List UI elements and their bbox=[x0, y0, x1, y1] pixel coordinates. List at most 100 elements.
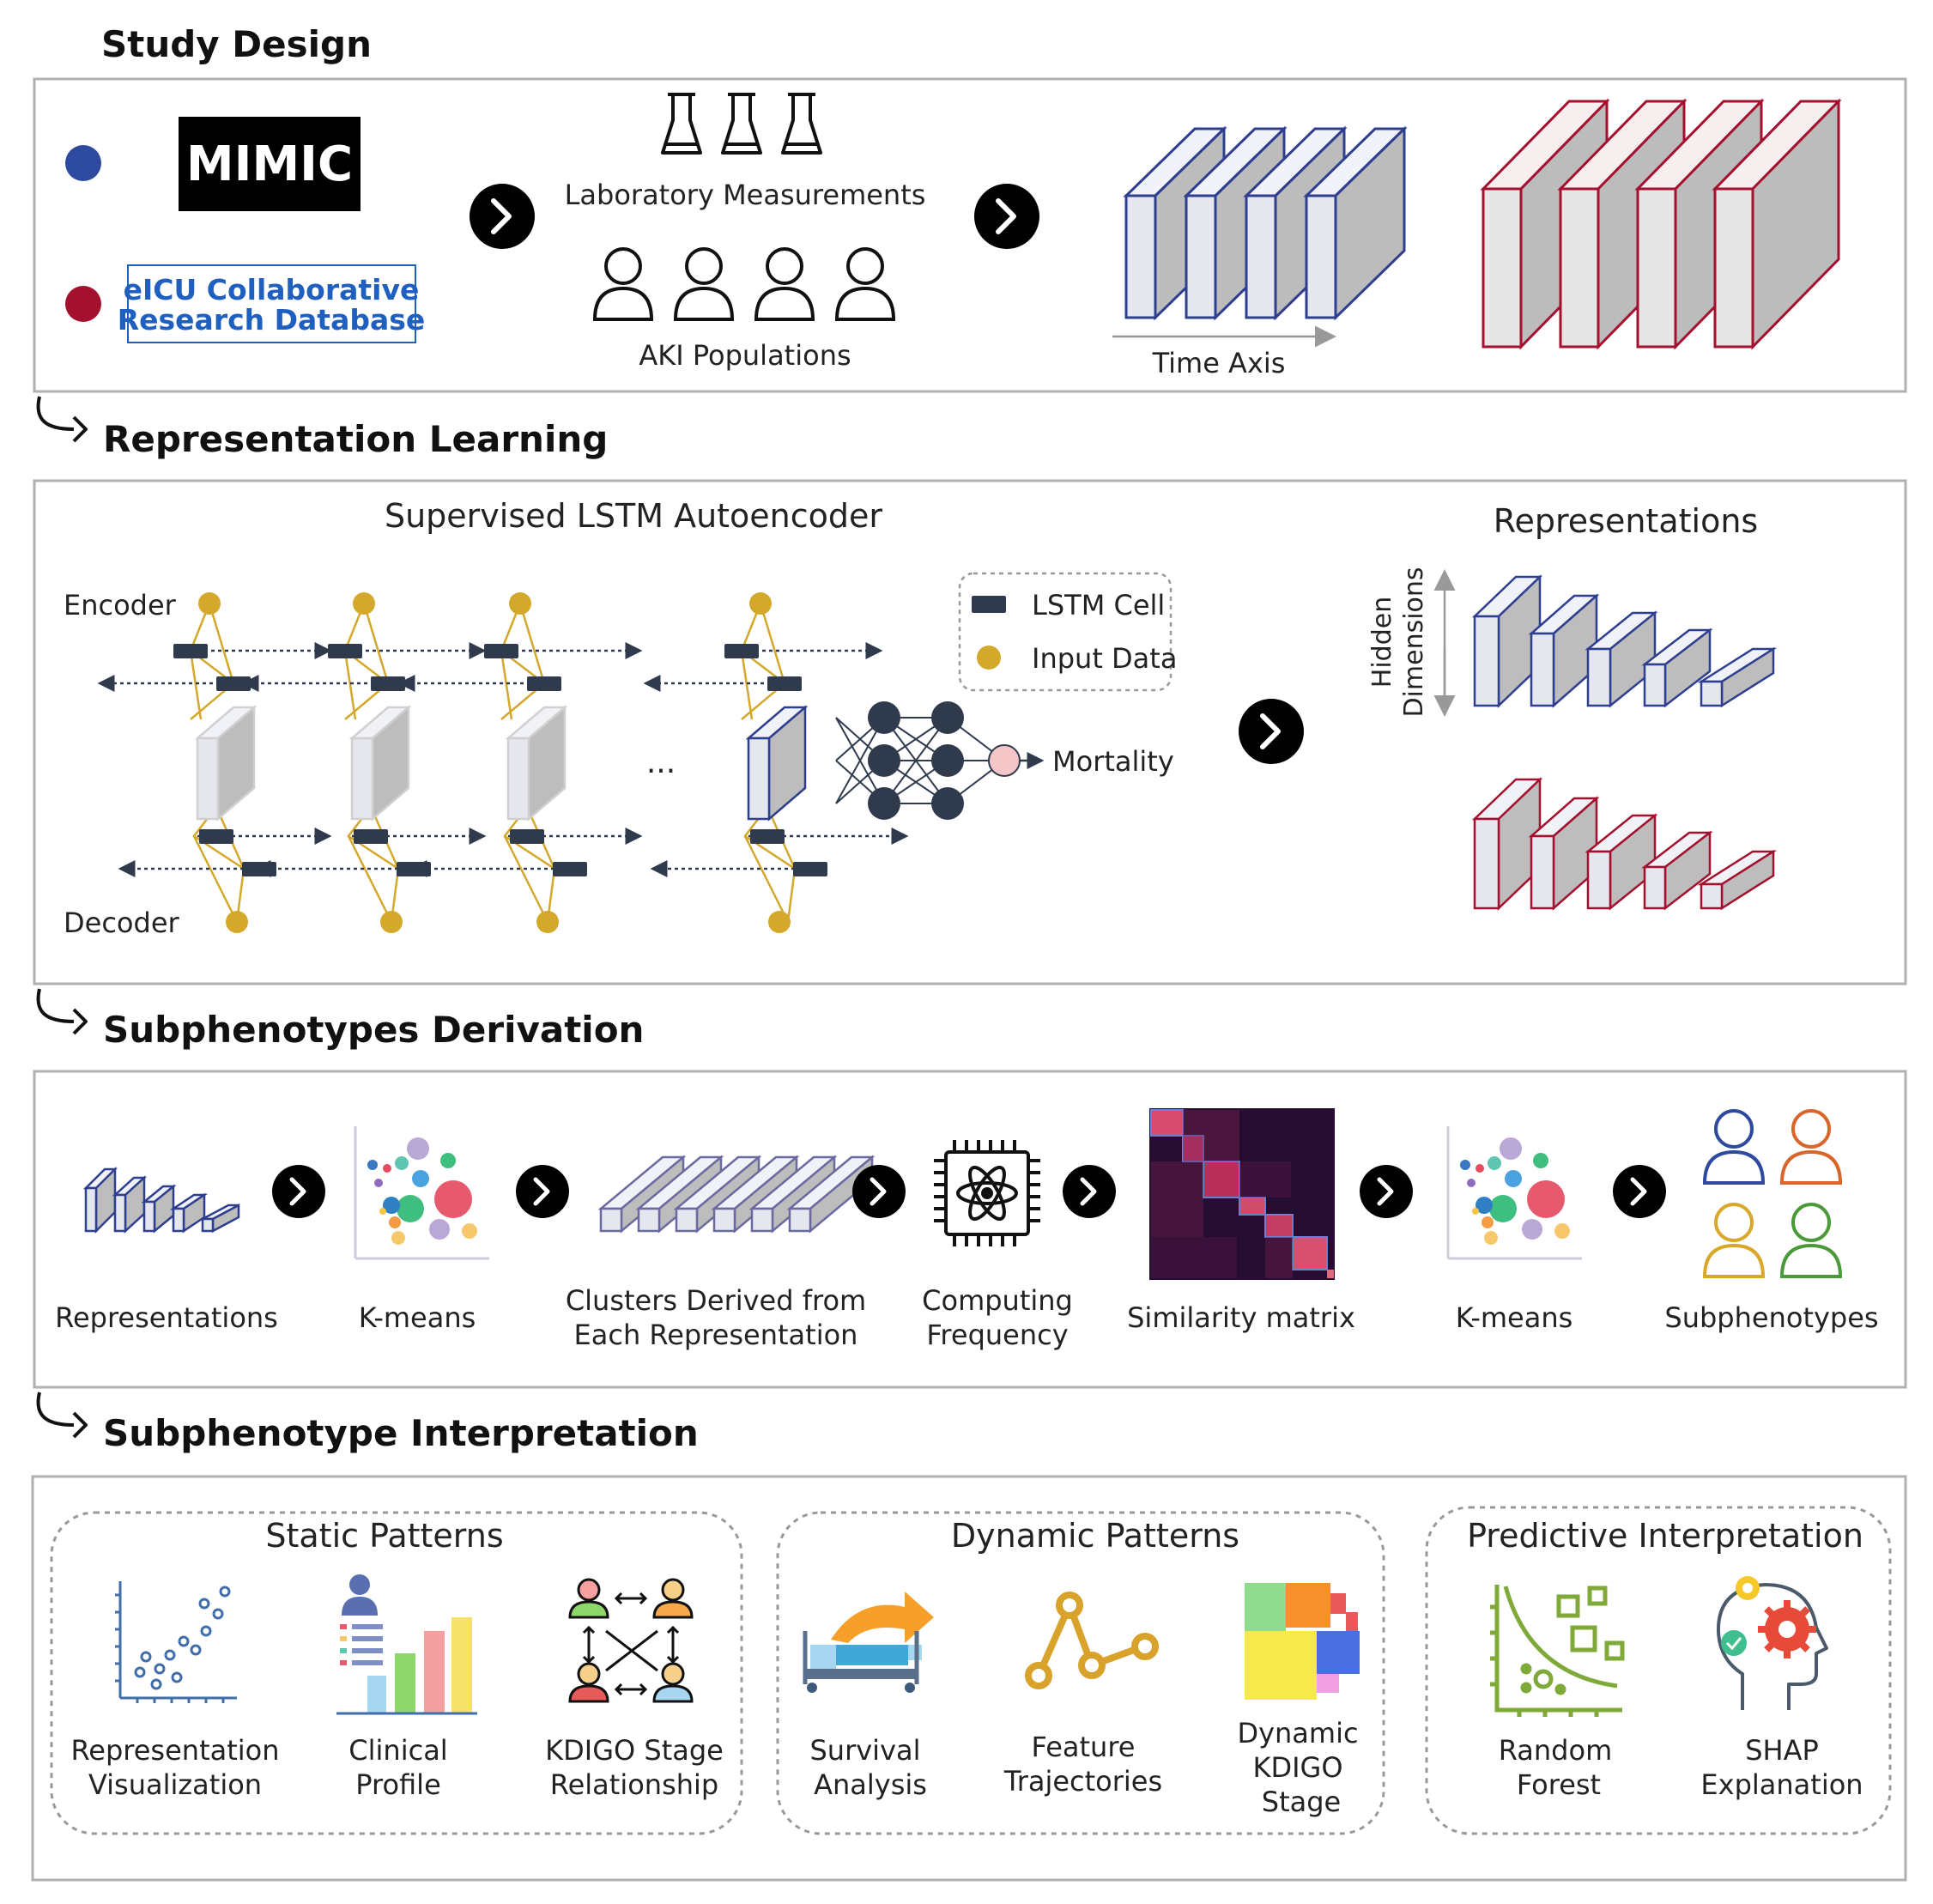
next-arrow-icon bbox=[516, 1165, 569, 1218]
encoder-connection-line bbox=[740, 603, 787, 720]
shap-label-1: SHAP bbox=[1745, 1734, 1819, 1767]
cluster-slab bbox=[748, 1155, 838, 1234]
scatter-plot-icon bbox=[115, 1581, 237, 1703]
dimensions-label: Dimensions bbox=[1399, 567, 1429, 717]
cluster-slab bbox=[673, 1155, 762, 1234]
subphenotype-people-icon bbox=[1702, 1109, 1843, 1278]
cluster-slab bbox=[786, 1155, 876, 1234]
rep-vis-label-2: Visualization bbox=[88, 1768, 262, 1801]
kmeans-label-2: K-means bbox=[1456, 1301, 1573, 1334]
svg-text:Research Database: Research Database bbox=[118, 303, 426, 337]
random-forest-label-1: Random bbox=[1499, 1734, 1612, 1767]
cluster-slab bbox=[635, 1155, 724, 1234]
lstm-cell bbox=[750, 829, 785, 844]
slab-front bbox=[1586, 647, 1612, 707]
representation-slab-blue bbox=[1697, 646, 1778, 708]
mortality-output-node bbox=[988, 744, 1021, 777]
slab-front bbox=[1473, 615, 1500, 707]
lstm-cell bbox=[199, 829, 233, 844]
predictive-interpretation-box bbox=[1425, 1506, 1892, 1835]
patient-slabs-red bbox=[1480, 98, 1842, 350]
flask-icon bbox=[781, 93, 822, 155]
hidden-state-slab bbox=[194, 705, 258, 822]
encoder-label: Encoder bbox=[64, 589, 177, 622]
lstm-cell-swatch bbox=[972, 596, 1006, 613]
decoder-connection-line bbox=[192, 835, 239, 923]
chevron-right-icon bbox=[72, 415, 88, 443]
trajectory-icon bbox=[1025, 1592, 1159, 1689]
person-icon bbox=[754, 247, 815, 321]
predictive-interpretation-title: Predictive Interpretation bbox=[1467, 1517, 1863, 1555]
lab-measurements-label: Laboratory Measurements bbox=[565, 179, 926, 211]
subphenotypes-derivation-panel bbox=[33, 1070, 1907, 1389]
kdigo-relationship-label-2: Relationship bbox=[550, 1768, 718, 1801]
flask-icon bbox=[721, 93, 762, 155]
slab-front bbox=[637, 1207, 661, 1233]
slab-front bbox=[1700, 680, 1724, 707]
slab-front bbox=[196, 737, 220, 821]
lstm-cell bbox=[553, 862, 587, 876]
slab-front bbox=[113, 1193, 127, 1233]
cluster-slab bbox=[597, 1155, 687, 1234]
person-icon bbox=[673, 247, 735, 321]
dynamic-patterns-box bbox=[776, 1511, 1385, 1835]
decoder-connection-line bbox=[347, 806, 400, 923]
representation-slab-red bbox=[1471, 777, 1543, 911]
hidden-label: Hidden bbox=[1367, 597, 1397, 688]
next-arrow-icon bbox=[272, 1165, 325, 1218]
decoder-connection-line bbox=[503, 806, 556, 923]
representation-slab-red bbox=[1697, 849, 1778, 911]
hidden-state-slab bbox=[505, 705, 568, 822]
chevron-right-icon bbox=[72, 1008, 88, 1035]
mimic-dot bbox=[65, 145, 101, 181]
person-icon bbox=[834, 247, 896, 321]
computing-label-1: Computing bbox=[922, 1284, 1073, 1317]
next-arrow-icon bbox=[1063, 1165, 1116, 1218]
decoder-connection-line bbox=[503, 835, 549, 923]
lstm-network bbox=[97, 592, 909, 933]
hidden-state-slab bbox=[348, 705, 412, 822]
small-representation-slab bbox=[141, 1184, 177, 1234]
processor-atom-icon bbox=[934, 1140, 1040, 1246]
small-representation-slab bbox=[201, 1203, 240, 1234]
svg-text:eICU Collaborative: eICU Collaborative bbox=[124, 273, 420, 306]
ellipsis: ... bbox=[646, 745, 676, 780]
lstm-cell bbox=[484, 644, 518, 658]
clusters-label-1: Clusters Derived from bbox=[566, 1284, 866, 1317]
encoder-connection-line bbox=[759, 603, 786, 684]
section-title-subphenotype-interpretation: Subphenotype Interpretation bbox=[103, 1412, 699, 1454]
random-forest-label-2: Forest bbox=[1517, 1768, 1601, 1801]
encoder-input-node bbox=[509, 592, 531, 615]
slab-front bbox=[1473, 817, 1500, 910]
section-title-subphenotypes-derivation: Subphenotypes Derivation bbox=[103, 1009, 644, 1051]
section-connector-icon bbox=[36, 1392, 75, 1427]
legend-lstm-label: LSTM Cell bbox=[1032, 589, 1165, 622]
dynamic-kdigo-label-2: KDIGO bbox=[1252, 1751, 1342, 1784]
mortality-label: Mortality bbox=[1052, 745, 1174, 778]
representation-stack-blue bbox=[1471, 574, 1778, 708]
slab-front bbox=[788, 1207, 812, 1233]
lstm-cell bbox=[527, 676, 561, 691]
next-arrow-icon bbox=[470, 184, 535, 249]
slab-front bbox=[1643, 865, 1667, 910]
encoder-connection-line bbox=[189, 650, 203, 720]
computing-label-2: Frequency bbox=[926, 1319, 1068, 1351]
representation-slab-blue bbox=[1471, 574, 1543, 708]
mortality-mlp bbox=[835, 701, 1045, 820]
decoder-output-node bbox=[380, 911, 403, 933]
decoder-output-node bbox=[226, 911, 248, 933]
decoder-connection-line bbox=[743, 835, 790, 923]
shap-label-2: Explanation bbox=[1700, 1768, 1863, 1801]
encoder-input-node bbox=[353, 592, 375, 615]
small-representation-slab bbox=[169, 1192, 209, 1234]
eicu-dot bbox=[65, 286, 101, 322]
slab-front bbox=[599, 1207, 623, 1233]
slab-front bbox=[201, 1217, 215, 1233]
lstm-autoencoder-title: Supervised LSTM Autoencoder bbox=[385, 497, 882, 535]
small-representation-slab bbox=[112, 1175, 148, 1234]
slab-front bbox=[84, 1186, 98, 1233]
decoder-label: Decoder bbox=[64, 907, 180, 939]
lstm-cell bbox=[724, 644, 759, 658]
encoder-connection-line bbox=[208, 603, 235, 684]
slab-front bbox=[1530, 834, 1555, 910]
